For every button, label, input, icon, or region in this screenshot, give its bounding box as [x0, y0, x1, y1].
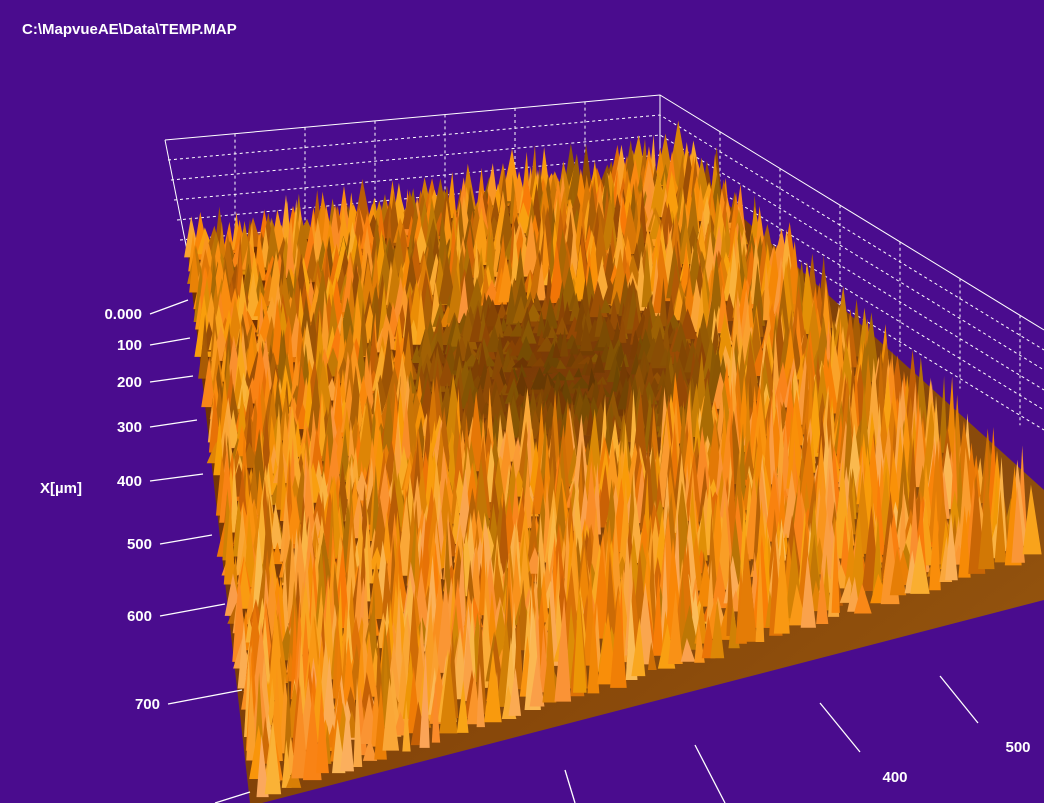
x-tick-label: 100	[117, 337, 142, 354]
x-tick-mark	[160, 535, 212, 544]
x-axis-label: X[µm]	[40, 480, 82, 497]
y-tick-label: 500	[1005, 739, 1030, 756]
box-left-edge	[165, 140, 188, 255]
x-tick-label: 0.000	[104, 306, 142, 323]
y-tick-mark	[215, 792, 250, 803]
x-tick-mark	[168, 690, 242, 704]
y-tick-mark	[940, 676, 978, 723]
y-tick-mark	[695, 745, 725, 803]
x-tick-mark	[150, 420, 197, 427]
y-tick-mark	[565, 770, 575, 803]
x-tick-label: 700	[135, 696, 160, 713]
x-tick-label: 600	[127, 608, 152, 625]
y-tick-mark	[820, 703, 860, 752]
x-tick-label: 500	[127, 536, 152, 553]
window-title: C:\MapvueAE\Data\TEMP.MAP	[22, 21, 237, 38]
surface-view: C:\MapvueAE\Data\TEMP.MAP X[µm] 0.000 100…	[0, 0, 1044, 803]
y-tick-label: 400	[882, 769, 907, 786]
x-tick-mark	[150, 376, 193, 382]
x-tick-label: 300	[117, 419, 142, 436]
x-tick-mark	[150, 300, 188, 314]
x-tick-label: 400	[117, 473, 142, 490]
page: C:\MapvueAE\Data\TEMP.MAP X[µm] 0.000 100…	[0, 0, 1044, 803]
x-tick-mark	[150, 338, 190, 345]
x-tick-mark	[160, 604, 225, 616]
x-tick-mark	[150, 474, 203, 481]
x-tick-label: 200	[117, 374, 142, 391]
